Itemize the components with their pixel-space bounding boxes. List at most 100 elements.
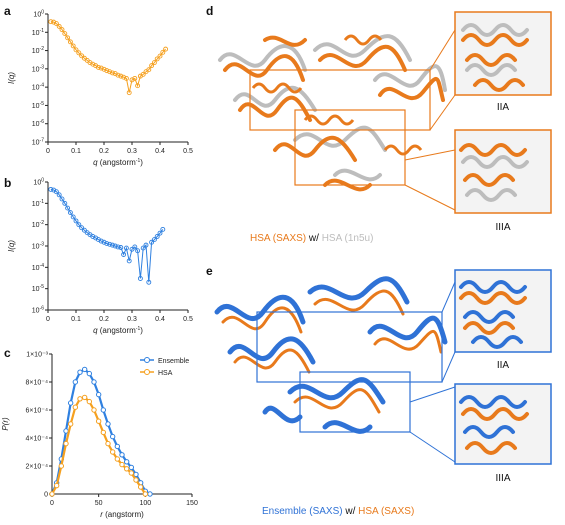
- chart-a-data-line: [50, 21, 166, 93]
- chart-a-data-point: [157, 53, 163, 59]
- chart-c-series-point: [105, 421, 111, 427]
- chart-b-x-tick-label: 0.4: [155, 316, 165, 323]
- chart-c-series-point: [100, 407, 107, 413]
- panel-d-structure-overlay: IIA IIIA: [218, 11, 552, 233]
- chart-a-data-point: [132, 75, 138, 81]
- chart-a-data-point: [70, 43, 76, 49]
- chart-c-series-point: [67, 421, 74, 427]
- chart-b-y-tick-label: 10-2: [32, 220, 44, 229]
- chart-b-data-point: [79, 225, 85, 231]
- chart-c-y-tick-label: 2×10⁻⁴: [26, 464, 48, 471]
- chart-a-y-tick-label: 10-3: [32, 64, 44, 73]
- chart-a-data-point: [135, 83, 141, 89]
- panel-e-structure-overlay: IIA IIIA: [214, 269, 552, 484]
- chart-a-y-axis-label: I(q): [7, 72, 16, 84]
- chart-c-series-point: [114, 456, 121, 462]
- chart-b-data-point: [98, 238, 104, 244]
- chart-c-y-tick-label: 1×10⁻³: [26, 352, 48, 359]
- caption-e-first: Ensemble (SAXS): [262, 506, 343, 517]
- chart-a-x-tick-label: 0.2: [99, 148, 109, 155]
- chart-a-data-point: [118, 73, 124, 79]
- chart-a-data-point: [160, 49, 166, 55]
- chart-b-data-point: [151, 237, 157, 243]
- chart-c-x-tick-label: 50: [95, 500, 103, 507]
- chart-a-x-tick-label: 0.3: [127, 148, 137, 155]
- chart-c-x-tick-label: 0: [50, 500, 54, 507]
- structure-d-grey-ribbons: [218, 34, 447, 182]
- chart-b-data-point: [160, 226, 166, 232]
- panel-label-d: d: [206, 4, 214, 18]
- panel-label-e: e: [206, 264, 213, 278]
- chart-b-data-point: [62, 200, 68, 206]
- chart-b-data-point: [121, 252, 127, 257]
- chart-a-data-point: [109, 70, 115, 76]
- chart-a-data-point: [146, 67, 152, 73]
- chart-a-data-point: [154, 56, 160, 62]
- chart-b-x-axis-label: q (angstorm-1): [93, 326, 143, 335]
- chart-a-x-tick-label: 0: [46, 148, 50, 155]
- chart-c-series-point: [133, 471, 139, 478]
- chart-a-data-point: [56, 23, 62, 29]
- chart-c-series-point: [109, 449, 116, 455]
- chart-b-y-tick-label: 10-5: [32, 284, 44, 293]
- chart-a-data-point: [115, 72, 121, 78]
- chart-c-series-point: [133, 477, 139, 483]
- chart-b-data-point: [65, 205, 71, 211]
- chart-c-series-point: [95, 418, 102, 424]
- chart-b-data-point: [104, 241, 110, 247]
- chart-a-data-point: [95, 64, 101, 70]
- chart-b-data-point: [101, 239, 107, 245]
- chart-a-data-point: [126, 90, 132, 96]
- chart-b-y-tick-label: 10-1: [32, 199, 44, 208]
- chart-b-x-tick-label: 0.3: [127, 316, 137, 323]
- chart-c-series-point: [77, 369, 83, 375]
- chart-a-x-tick-label: 0.4: [155, 148, 165, 155]
- chart-b-data-point: [149, 239, 155, 245]
- chart-b-data-point: [140, 245, 146, 251]
- chart-b-data-point: [81, 227, 87, 233]
- structure-d-inset-iiia-label: IIIA: [495, 222, 510, 233]
- caption-e-mid: w/: [342, 506, 359, 517]
- structure-d-orange-helices: [251, 34, 423, 156]
- chart-b-data-point: [59, 196, 65, 202]
- chart-b-data-point: [112, 243, 118, 249]
- chart-a-data-point: [62, 31, 68, 37]
- chart-a-data-point: [107, 69, 113, 75]
- chart-c-y-tick-label: 0: [44, 492, 48, 499]
- chart-a-data-point: [76, 50, 82, 56]
- chart-b-data-point: [109, 242, 115, 248]
- structure-e-blue-ribbons: [214, 276, 448, 434]
- chart-b-data-point: [132, 244, 138, 250]
- chart-c-y-tick-label: 6×10⁻⁴: [26, 408, 48, 415]
- chart-c-series-point: [123, 459, 130, 465]
- chart-b-x-tick-label: 0.1: [71, 316, 81, 323]
- chart-c-series-point: [53, 482, 60, 489]
- chart-b-data-point: [53, 189, 59, 195]
- chart-b-y-tick-label: 10-6: [32, 306, 44, 315]
- chart-a-intensity-plot: 0 0.1 0.2 0.3 0.4 0.5 100 10-1 10-2 10-3 10-4 10-5 1…: [7, 10, 193, 168]
- chart-a-data-point: [59, 27, 65, 33]
- chart-a-data-series: [48, 19, 169, 96]
- chart-b-data-point: [154, 234, 160, 239]
- chart-a-y-tick-label: 10-2: [32, 46, 44, 55]
- chart-a-data-point: [149, 63, 155, 69]
- chart-c-y-tick-label: 4×10⁻⁴: [26, 436, 48, 443]
- caption-d-second: HSA (1n5u): [321, 233, 374, 244]
- chart-c-series-point: [119, 452, 125, 458]
- chart-a-data-point: [48, 19, 54, 25]
- chart-a-y-tick-label: 10-7: [32, 138, 44, 147]
- chart-c-series-point: [72, 404, 79, 410]
- chart-a-data-point: [140, 71, 146, 77]
- chart-b-data-point: [115, 244, 121, 250]
- panel-label-c: c: [4, 346, 11, 360]
- chart-c-series-point: [86, 370, 93, 377]
- chart-b-data-point: [70, 214, 76, 220]
- chart-b-data-point: [107, 241, 113, 247]
- chart-b-data-point: [143, 242, 149, 248]
- structure-e-inset-iiia: [454, 383, 552, 465]
- caption-e-second: HSA (SAXS): [358, 506, 415, 517]
- chart-b-data-point: [123, 245, 129, 251]
- chart-c-series-point: [128, 470, 135, 476]
- chart-c-series-point: [119, 461, 125, 468]
- chart-c-series-point: [72, 379, 79, 385]
